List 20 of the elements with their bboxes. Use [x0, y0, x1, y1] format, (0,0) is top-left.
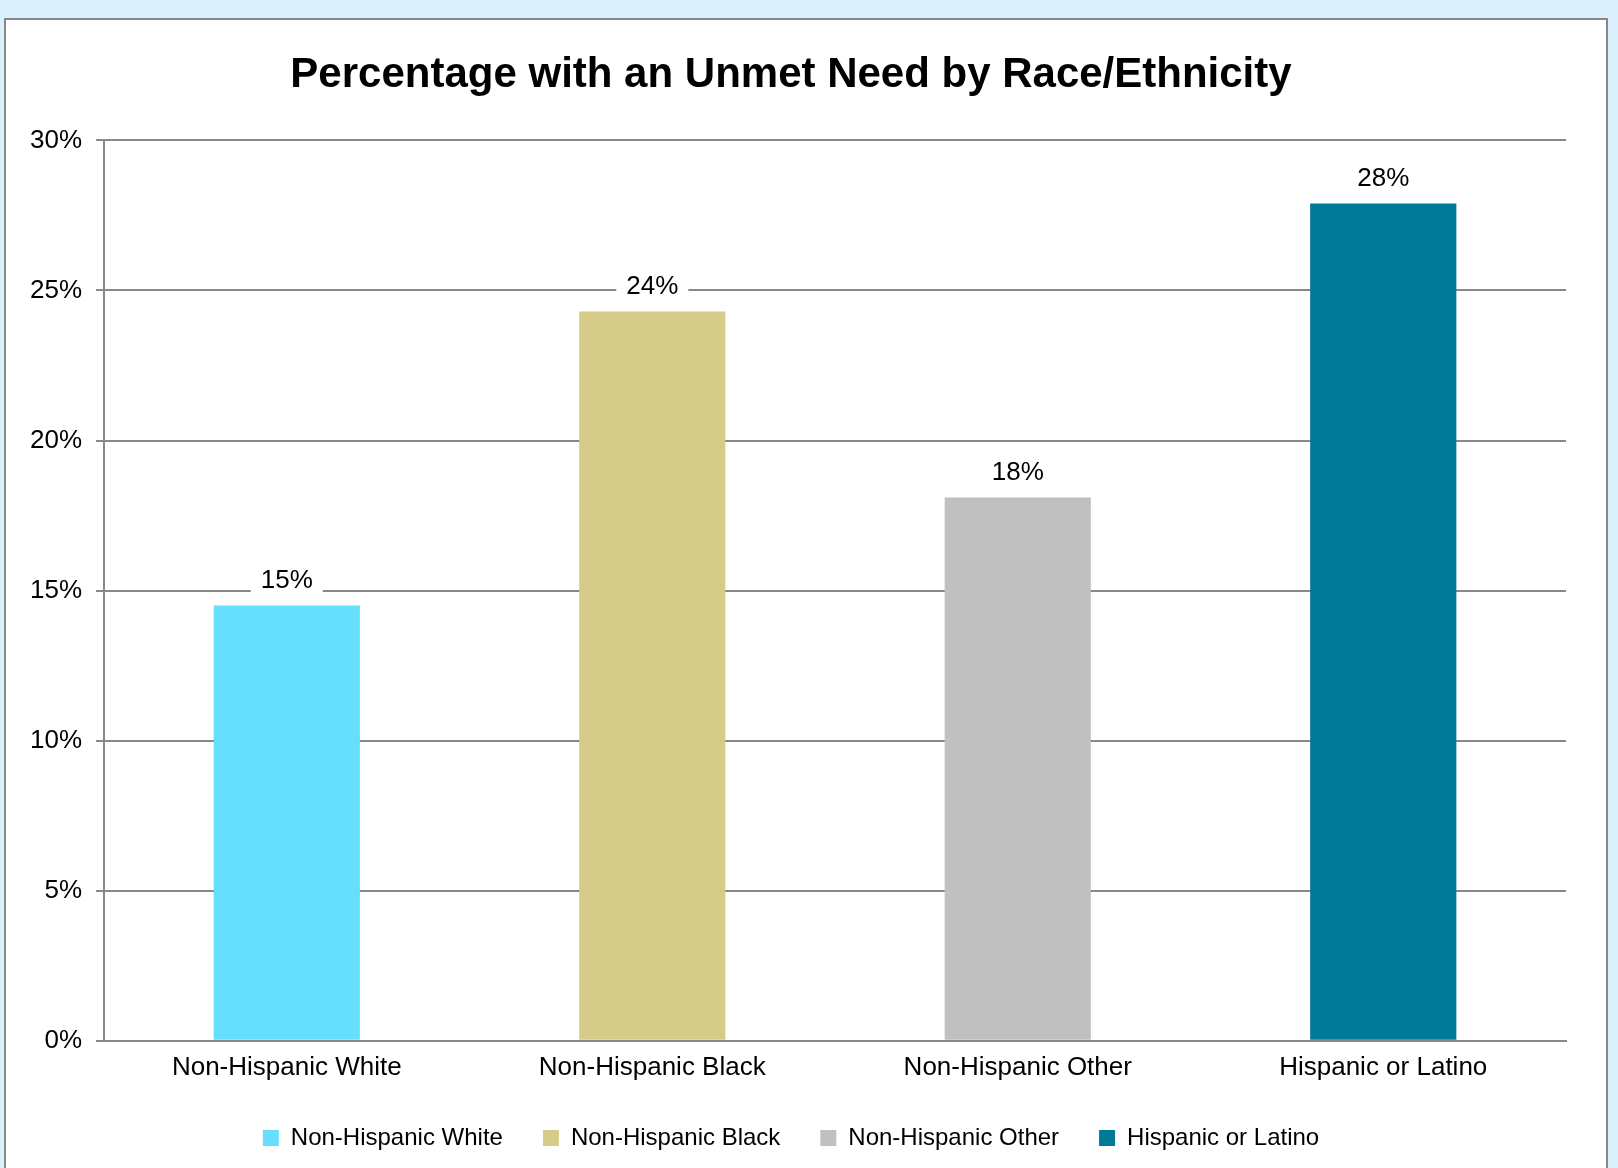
legend-label: Non-Hispanic Black	[570, 1122, 782, 1150]
y-tick-label: 20%	[29, 423, 83, 454]
y-tick-label: 25%	[29, 273, 83, 304]
y-tick-label: 15%	[29, 573, 83, 604]
data-label: 18%	[991, 455, 1044, 486]
x-tick-label: Non-Hispanic Other	[903, 1050, 1133, 1081]
x-tick-label: Hispanic or Latino	[1279, 1050, 1488, 1081]
y-tick-label: 10%	[29, 723, 83, 754]
x-tick-label: Non-Hispanic White	[171, 1050, 402, 1081]
legend-label: Non-Hispanic White	[290, 1122, 503, 1150]
x-tick-label: Non-Hispanic Black	[538, 1050, 767, 1081]
legend-label: Hispanic or Latino	[1127, 1122, 1320, 1150]
data-label: 28%	[1357, 161, 1410, 192]
y-tick-label: 5%	[44, 873, 83, 904]
data-label: 15%	[260, 563, 313, 594]
y-tick-label: 30%	[29, 123, 83, 154]
chart-title: Percentage with an Unmet Need by Race/Ethnicity	[290, 48, 1293, 96]
legend-label: Non-Hispanic Other	[848, 1122, 1060, 1150]
data-label: 24%	[626, 269, 679, 300]
y-tick-label: 0%	[44, 1023, 83, 1054]
